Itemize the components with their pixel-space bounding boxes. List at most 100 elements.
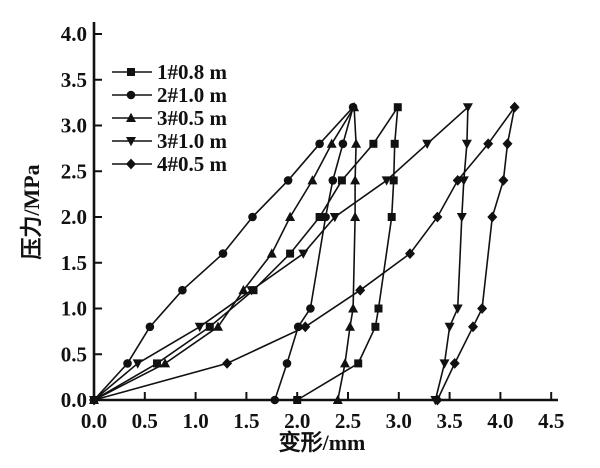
marker-diamond-icon [449,358,460,369]
marker-circle-icon [178,285,187,295]
marker-triangle-up-icon [326,138,337,148]
marker-triangle-up-icon [160,358,171,368]
marker-diamond-icon [432,211,443,223]
marker-diamond-icon [498,175,509,186]
marker-circle-icon [306,304,315,313]
x-tick-label: 4.5 [538,409,564,433]
marker-square-icon [390,139,399,148]
series-line-2-1-0-m [93,106,354,401]
marker-triangle-down-icon [462,103,473,113]
marker-triangle-down-icon [456,213,467,223]
marker-circle-icon [282,359,292,368]
marker-triangle-up-icon [238,285,249,295]
marker-triangle-up-icon [351,138,362,148]
marker-triangle-up-icon [350,211,361,221]
marker-diamond-icon [487,211,498,223]
marker-square-icon [369,139,378,148]
marker-diamond-icon [483,138,494,150]
marker-triangle-down-icon [194,322,205,332]
marker-diamond-icon [432,394,443,406]
marker-square-icon [337,176,346,185]
marker-triangle-down-icon [126,137,136,147]
series-line-4-0-5-m [93,106,516,401]
marker-circle-icon [145,322,155,332]
marker-triangle-down-icon [298,249,309,259]
marker-triangle-up-icon [307,175,318,185]
x-tick-label: 2.5 [335,409,361,433]
y-tick-label: 1.0 [61,297,87,321]
marker-triangle-down-icon [461,139,472,149]
marker-diamond-icon [405,248,415,259]
y-tick-label: 3.5 [61,68,87,92]
marker-triangle-down-icon [458,176,469,186]
y-tick-label: 1.5 [61,251,87,275]
marker-diamond-icon [452,175,463,186]
marker-triangle-up-icon [340,358,350,368]
x-axis-title: 变形/mm [278,430,366,455]
marker-square-icon [127,68,135,76]
x-tick-label: 4.0 [487,409,513,433]
marker-circle-icon [126,90,136,100]
y-axis-title: 压力/MPa [19,164,44,260]
marker-square-icon [205,322,214,331]
y-tick-label: 0.5 [61,342,87,366]
marker-circle-icon [315,139,324,149]
marker-square-icon [293,396,302,404]
marker-triangle-up-icon [349,102,360,112]
marker-triangle-up-icon [345,321,355,331]
marker-triangle-up-icon [285,211,296,221]
marker-triangle-up-icon [126,112,136,122]
x-tick-label: 0.5 [132,409,158,433]
marker-diamond-icon [300,321,311,333]
legend-label-4: 3#1.0 m [157,129,228,153]
marker-square-icon [371,322,380,331]
marker-circle-icon [248,212,257,222]
marker-circle-icon [328,176,338,185]
x-tick-label: 3.0 [386,409,412,433]
marker-triangle-up-icon [213,321,223,331]
marker-square-icon [389,176,398,185]
marker-diamond-icon [509,101,520,113]
marker-triangle-down-icon [246,286,257,296]
x-tick-label: 3.5 [436,409,462,433]
marker-diamond-icon [126,158,136,170]
marker-triangle-down-icon [444,322,455,332]
marker-diamond-icon [222,358,233,369]
x-tick-label: 2.0 [284,409,310,433]
marker-circle-icon [218,249,228,258]
marker-circle-icon [321,212,330,222]
marker-circle-icon [123,359,132,368]
marker-square-icon [354,359,363,368]
marker-triangle-up-icon [266,248,277,258]
marker-triangle-down-icon [381,176,392,186]
y-tick-label: 3.0 [61,114,87,138]
legend-label-2: 2#1.0 m [157,83,228,107]
marker-triangle-down-icon [422,139,433,149]
marker-square-icon [393,103,402,112]
y-tick-label: 2.0 [61,205,87,229]
marker-square-icon [387,213,396,221]
marker-square-icon [374,304,383,313]
marker-square-icon [315,213,324,221]
marker-circle-icon [338,139,348,149]
x-tick-label: 0.0 [81,409,107,433]
marker-triangle-down-icon [329,213,340,223]
marker-diamond-icon [502,138,513,150]
series-line-3-0-5-m [93,104,357,401]
marker-diamond-icon [355,284,366,296]
marker-square-icon [153,359,161,368]
marker-circle-icon [270,395,280,405]
y-tick-label: 2.5 [61,159,87,183]
marker-triangle-up-icon [348,303,359,313]
marker-triangle-down-icon [452,304,463,314]
marker-triangle-down-icon [439,359,450,369]
y-tick-label: 4.0 [61,22,87,46]
legend-label-5: 4#0.5 m [157,152,228,176]
legend-label-3: 3#0.5 m [157,106,228,130]
marker-diamond-icon [468,321,478,333]
series-line-3-1-0-m [93,105,469,401]
y-tick-label: 0.0 [61,388,87,412]
series-line-1-0-8-m [93,106,399,401]
